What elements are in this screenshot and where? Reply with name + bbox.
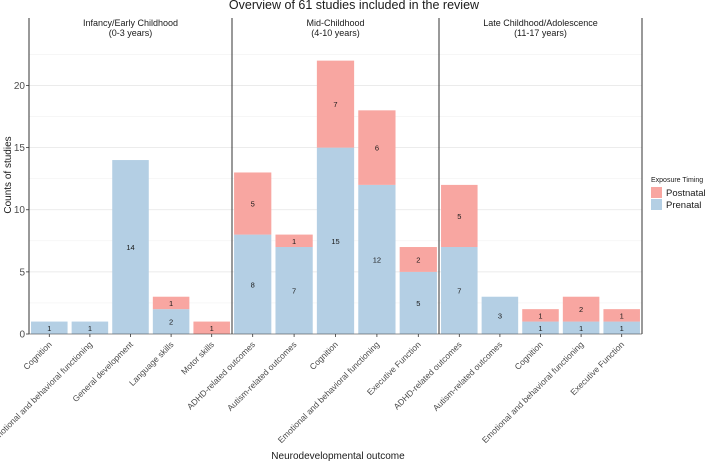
chart-title: Overview of 61 studies included in the r… [229, 0, 480, 12]
bar-postnatal [152, 296, 190, 310]
bar-label-postnatal: 6 [375, 144, 379, 153]
y-tick-label: 15 [14, 143, 26, 154]
legend-swatch [651, 199, 662, 210]
bar-prenatal [112, 160, 149, 334]
facet-label: Late Childhood/Adolescence [483, 18, 598, 28]
bar-postnatal [234, 172, 272, 235]
x-tick-label: Autism-related outcomes [431, 339, 505, 413]
bar-label-prenatal: 15 [331, 237, 339, 246]
bar-label-prenatal: 1 [620, 324, 624, 333]
bar-label-postnatal: 5 [251, 200, 255, 209]
bar-label-prenatal: 7 [292, 287, 296, 296]
bar-label-postnatal: 1 [169, 299, 173, 308]
bar-prenatal [481, 296, 519, 334]
bar-label-postnatal: 5 [457, 212, 461, 221]
y-tick-label: 0 [19, 330, 25, 341]
bar-prenatal [234, 234, 272, 334]
bar-postnatal [193, 321, 230, 334]
legend-title: Exposure Timing [651, 177, 703, 184]
bar-label-prenatal: 3 [498, 311, 502, 320]
bar-postnatal [603, 309, 640, 322]
x-tick-label: Autism-related outcomes [225, 339, 299, 413]
legend-swatch [651, 187, 662, 198]
bar-label-prenatal: 1 [47, 324, 51, 333]
bar-label-prenatal: 7 [457, 287, 461, 296]
bar-postnatal [358, 110, 396, 185]
bar-postnatal [399, 247, 437, 272]
x-tick-label: Cognition [21, 339, 54, 372]
bar-prenatal [441, 247, 478, 334]
facet-sublabel: (11-17 years) [514, 28, 567, 38]
bar-label-prenatal: 5 [416, 299, 420, 308]
bar-label-prenatal: 1 [538, 324, 542, 333]
y-axis: 0 5 10 15 20 [14, 81, 29, 341]
facet-label: Mid-Childhood [306, 18, 364, 28]
bar-postnatal [522, 309, 559, 322]
bar-prenatal [31, 321, 68, 334]
bar-prenatal [152, 309, 190, 334]
y-axis-title: Counts of studies [3, 136, 14, 213]
y-tick-label: 5 [19, 267, 25, 278]
legend-label: Prenatal [666, 200, 701, 211]
bar-label-prenatal: 1 [579, 324, 583, 333]
x-tick-label: Motor skills [179, 339, 216, 376]
x-tick-label: Cognition [307, 339, 340, 372]
bar-label-postnatal: 1 [538, 311, 542, 320]
facet-sublabel: (0-3 years) [109, 28, 153, 38]
bar-postnatal [316, 60, 355, 148]
y-tick-label: 20 [14, 81, 26, 92]
bar-prenatal [522, 321, 559, 334]
bar-prenatal [603, 321, 640, 334]
bar-postnatal [441, 184, 478, 248]
bar-label-prenatal: 12 [373, 255, 381, 264]
y-tick-label: 10 [14, 205, 26, 216]
bar-label-postnatal: 2 [579, 305, 583, 314]
bar-label-postnatal: 1 [620, 311, 624, 320]
bar-prenatal [358, 184, 396, 334]
bar-label-prenatal: 8 [251, 280, 255, 289]
facet-label: Infancy/Early Childhood [83, 18, 178, 28]
bar-prenatal [399, 271, 437, 334]
x-axis-title: Neurodevelopmental outcome [271, 451, 405, 462]
x-tick-label: ADHD-related outcomes [392, 339, 464, 411]
bar-prenatal [71, 321, 109, 334]
bar-label-prenatal: 2 [169, 318, 173, 327]
legend-label: Postnatal [666, 188, 706, 199]
bar-label-postnatal: 1 [292, 237, 296, 246]
bar-postnatal [562, 296, 600, 322]
bar-postnatal [275, 234, 313, 248]
bar-label-postnatal: 1 [210, 324, 214, 333]
bar-label-prenatal: 14 [126, 243, 134, 252]
bar-prenatal [275, 247, 313, 334]
bar-prenatal [316, 147, 355, 334]
bar-label-prenatal: 1 [88, 324, 92, 333]
x-tick-label: ADHD-related outcomes [185, 339, 257, 411]
bar-label-postnatal: 7 [333, 100, 337, 109]
bar-prenatal [562, 321, 600, 334]
facet-sublabel: (4-10 years) [311, 28, 360, 38]
bar-label-postnatal: 2 [416, 255, 420, 264]
x-tick-label: Cognition [512, 339, 545, 372]
